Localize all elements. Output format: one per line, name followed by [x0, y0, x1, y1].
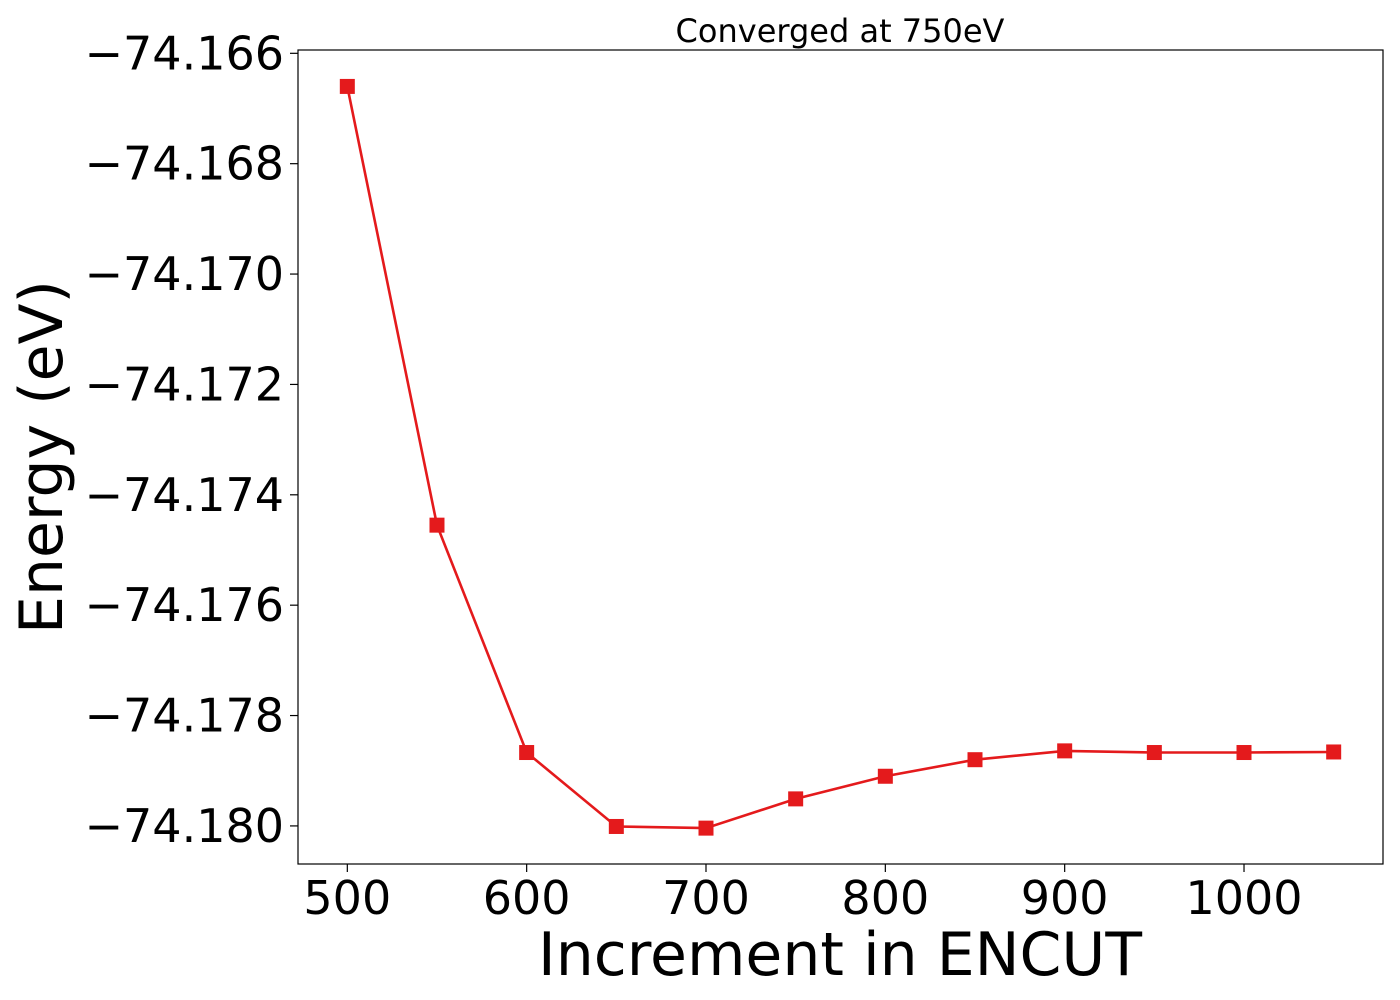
data-point — [1057, 743, 1073, 759]
x-tick-label: 500 — [303, 871, 391, 925]
x-tick-label: 1000 — [1185, 871, 1302, 925]
x-axis-label: Increment in ENCUT — [538, 920, 1142, 990]
data-point — [1236, 745, 1252, 761]
y-tick-label: −74.180 — [85, 799, 285, 853]
data-point — [877, 768, 893, 784]
y-tick-label: −74.170 — [85, 247, 285, 301]
data-point — [967, 752, 983, 768]
data-point — [788, 791, 804, 807]
data-point — [339, 78, 355, 94]
y-tick-label: −74.172 — [85, 357, 285, 411]
x-tick-label: 900 — [1021, 871, 1109, 925]
y-tick-label: −74.168 — [85, 137, 285, 191]
data-point — [519, 745, 535, 761]
plot-frame — [297, 49, 1384, 865]
x-tick-label: 700 — [662, 871, 750, 925]
y-tick-label: −74.166 — [85, 26, 285, 80]
y-tick-label: −74.178 — [85, 689, 285, 743]
data-point — [429, 517, 445, 533]
data-point — [698, 820, 714, 836]
data-point — [608, 818, 624, 834]
series-line — [346, 86, 1334, 830]
plot-area: 500 600 700 800 900 1000 −74.166 −74.168 −74.170… — [85, 26, 1384, 925]
data-point — [1146, 745, 1162, 761]
x-tick-label: 800 — [841, 871, 929, 925]
y-axis-label: Energy (eV) — [7, 280, 77, 634]
y-tick-label: −74.174 — [85, 468, 285, 522]
x-tick-label: 600 — [483, 871, 571, 925]
data-point — [1326, 744, 1342, 760]
chart-title: Converged at 750eV — [676, 12, 1005, 50]
y-tick-label: −74.176 — [85, 578, 285, 632]
